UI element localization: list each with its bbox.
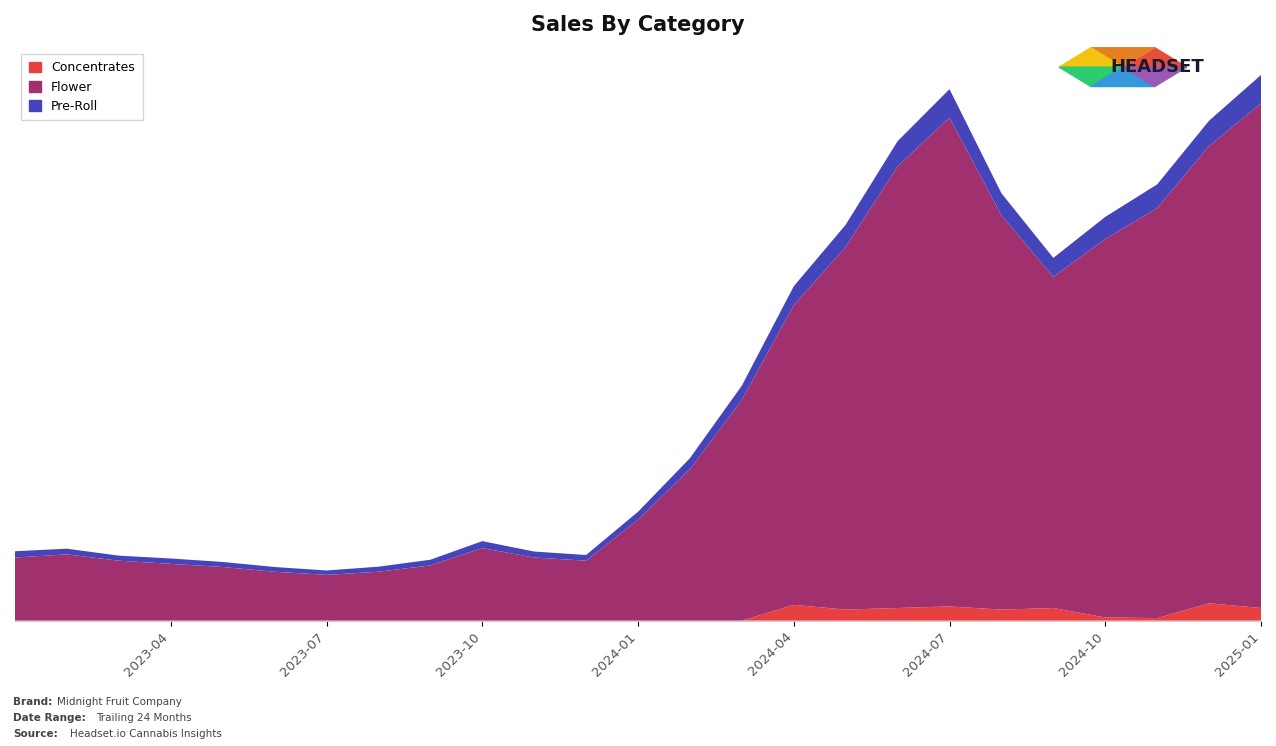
Polygon shape: [1091, 48, 1155, 67]
Text: Headset.io Cannabis Insights: Headset.io Cannabis Insights: [70, 729, 222, 739]
Text: HEADSET: HEADSET: [1110, 58, 1203, 76]
Polygon shape: [1091, 67, 1155, 87]
Polygon shape: [1123, 67, 1187, 87]
Text: Trailing 24 Months: Trailing 24 Months: [96, 713, 191, 724]
Text: Source:: Source:: [13, 729, 57, 739]
Legend: Concentrates, Flower, Pre-Roll: Concentrates, Flower, Pre-Roll: [22, 54, 143, 120]
Text: Brand:: Brand:: [13, 697, 52, 707]
Polygon shape: [1059, 67, 1123, 87]
Title: Sales By Category: Sales By Category: [531, 15, 745, 35]
Polygon shape: [1059, 48, 1123, 67]
Polygon shape: [1123, 48, 1187, 67]
Text: Midnight Fruit Company: Midnight Fruit Company: [57, 697, 182, 707]
Text: Date Range:: Date Range:: [13, 713, 85, 724]
